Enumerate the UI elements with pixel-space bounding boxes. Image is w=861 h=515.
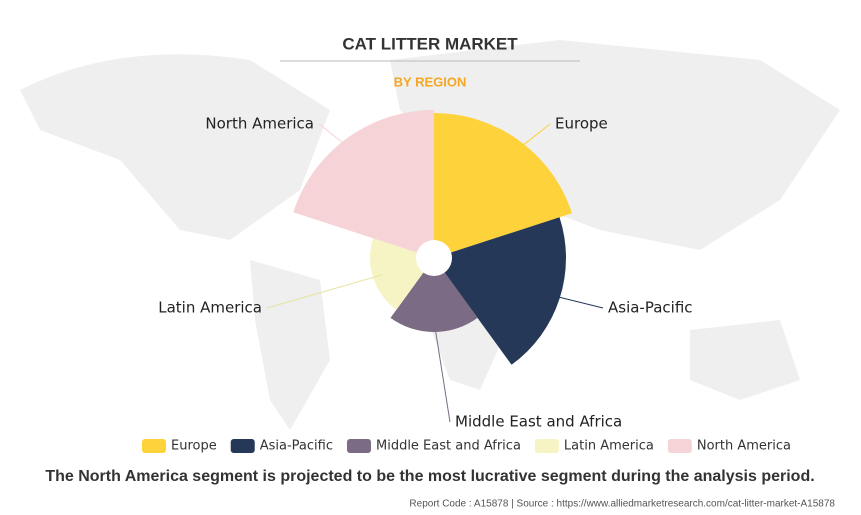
center-hole (416, 240, 452, 276)
chart-title: CAT LITTER MARKET (342, 34, 518, 53)
rose-segment (390, 258, 478, 332)
legend-swatch (230, 439, 255, 453)
leader-line (540, 292, 604, 309)
segment-label: North America (205, 115, 314, 133)
segment-label: Latin America (158, 299, 262, 317)
segment-label: Asia-Pacific (608, 299, 693, 317)
legend-label: Middle East and Africa (376, 439, 521, 454)
legend-swatch (142, 439, 166, 453)
source: Report Code : A15878 | Source : https://… (409, 499, 835, 510)
rose-segment (434, 113, 572, 258)
legend-swatch (667, 439, 692, 453)
legend-swatch (534, 439, 559, 453)
legend-label: Latin America (564, 439, 654, 454)
legend-label: Asia-Pacific (260, 439, 333, 454)
legend-label: North America (697, 439, 791, 454)
leader-line (266, 274, 383, 309)
chart-subtitle: BY REGION (394, 74, 467, 89)
leader-line (318, 123, 361, 157)
leader-line (433, 320, 451, 423)
segment-label: Europe (555, 115, 608, 133)
rose-segment (434, 217, 566, 365)
legend-label: Europe (171, 439, 217, 454)
legend-swatch (346, 439, 371, 453)
rose-segment (293, 110, 434, 258)
caption: The North America segment is projected t… (45, 468, 814, 485)
segment-label: Middle East and Africa (455, 413, 622, 431)
leader-line (506, 123, 551, 159)
